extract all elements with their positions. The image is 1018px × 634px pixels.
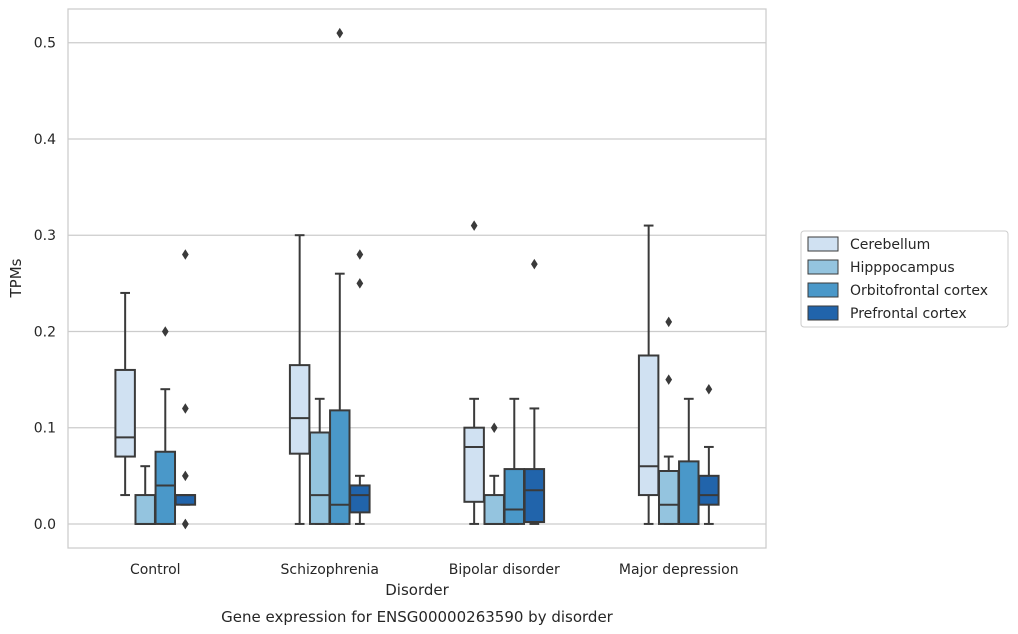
box-prefrontal-cortex bbox=[174, 249, 197, 530]
outlier-point bbox=[530, 258, 538, 270]
outlier-point bbox=[705, 383, 713, 395]
legend: Cerebellum Hipppocampus Orbitofrontal cort… bbox=[800, 230, 1009, 328]
outlier-point bbox=[161, 326, 169, 337]
box-prefrontal-cortex bbox=[349, 249, 371, 525]
legend-swatch bbox=[807, 259, 839, 275]
outlier-point bbox=[490, 422, 498, 433]
y-tick-label: 0.3 bbox=[34, 228, 56, 244]
box-cerebellum bbox=[463, 220, 485, 525]
box-prefrontal-cortex bbox=[698, 383, 720, 525]
y-tick-label: 0.5 bbox=[34, 36, 56, 52]
box-cerebellum bbox=[288, 234, 311, 525]
box-body bbox=[174, 494, 197, 506]
x-axis-label: Disorder bbox=[385, 581, 449, 599]
box-series bbox=[114, 27, 720, 530]
legend-label: Hipppocampus bbox=[850, 260, 955, 276]
legend-frame bbox=[800, 230, 1009, 328]
box-body bbox=[134, 494, 156, 525]
x-tick-label: Major depression bbox=[619, 562, 739, 578]
y-tick-label: 0.4 bbox=[34, 132, 56, 148]
outlier-point bbox=[665, 316, 673, 328]
box-hipppocampus bbox=[657, 316, 680, 525]
box-body bbox=[154, 450, 177, 525]
outlier-point bbox=[665, 374, 673, 385]
legend-swatch bbox=[807, 236, 839, 252]
outlier-point bbox=[470, 220, 478, 231]
legend-swatch bbox=[807, 282, 839, 298]
x-tick-label: Schizophrenia bbox=[281, 562, 379, 578]
outlier-point bbox=[336, 27, 344, 39]
x-tick-labels: Control Schizophrenia Bipolar disorder Majo… bbox=[130, 562, 739, 578]
outlier-point bbox=[181, 518, 189, 530]
legend-label: Cerebellum bbox=[850, 237, 930, 253]
legend-swatch bbox=[807, 305, 839, 321]
y-axis-label: TPMs bbox=[7, 258, 25, 298]
box-body bbox=[483, 494, 505, 525]
box-body bbox=[503, 468, 526, 525]
box-orbitofrontal-cortex bbox=[329, 27, 351, 525]
outlier-point bbox=[181, 249, 189, 260]
box-prefrontal-cortex bbox=[523, 258, 546, 525]
y-tick-label: 0.0 bbox=[34, 517, 56, 533]
box-body bbox=[114, 368, 136, 458]
outlier-point bbox=[356, 278, 364, 289]
legend-label: Orbitofrontal cortex bbox=[850, 283, 988, 299]
box-body bbox=[637, 354, 660, 497]
y-tick-label: 0.2 bbox=[34, 324, 56, 340]
box-cerebellum bbox=[114, 291, 136, 497]
y-tick-labels: 0.0 0.1 0.2 0.3 0.4 0.5 bbox=[34, 36, 56, 533]
plot-frame bbox=[67, 8, 767, 549]
box-hipppocampus bbox=[483, 422, 505, 525]
box-orbitofrontal-cortex bbox=[154, 326, 177, 525]
box-hipppocampus bbox=[308, 397, 331, 525]
box-cerebellum bbox=[637, 224, 660, 525]
legend-label: Prefrontal cortex bbox=[850, 306, 967, 322]
y-tick-label: 0.1 bbox=[34, 421, 56, 437]
outlier-point bbox=[356, 249, 364, 260]
box-body bbox=[349, 484, 371, 514]
box-body bbox=[288, 364, 311, 455]
box-body bbox=[678, 460, 700, 525]
box-orbitofrontal-cortex bbox=[503, 397, 526, 525]
box-body bbox=[657, 470, 680, 525]
x-tick-label: Control bbox=[130, 562, 181, 578]
box-body bbox=[698, 474, 720, 506]
outlier-point bbox=[181, 403, 189, 414]
x-tick-label: Bipolar disorder bbox=[449, 562, 560, 578]
box-body bbox=[463, 426, 485, 503]
box-orbitofrontal-cortex bbox=[678, 397, 700, 525]
box-body bbox=[523, 468, 546, 524]
box-body bbox=[308, 431, 331, 525]
box-body bbox=[329, 409, 351, 525]
outlier-point bbox=[181, 470, 189, 482]
chart-caption: Gene expression for ENSG00000263590 by d… bbox=[221, 608, 614, 626]
box-hipppocampus bbox=[134, 465, 156, 525]
